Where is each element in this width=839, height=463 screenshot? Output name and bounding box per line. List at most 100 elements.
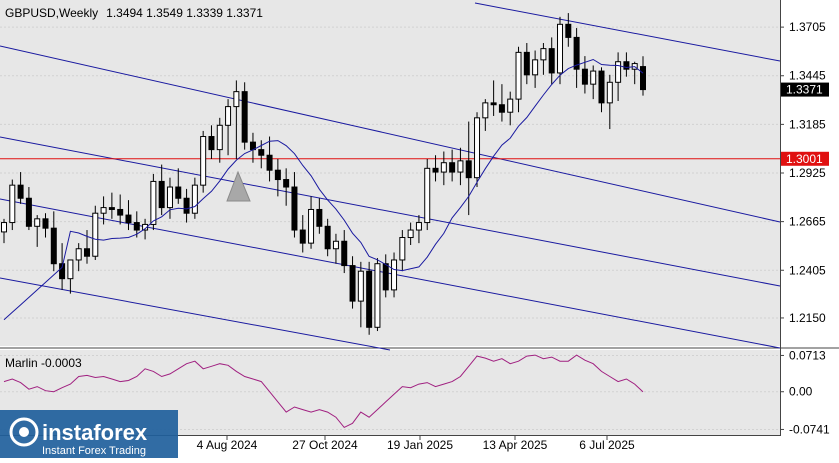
bullish-candle-body — [407, 229, 414, 239]
bullish-candle-body — [424, 167, 431, 224]
channel-line — [0, 198, 781, 349]
candle — [183, 188, 190, 223]
price-tick-label: 1.2925 — [789, 166, 826, 180]
candle — [424, 158, 431, 231]
bearish-candle-body — [548, 48, 555, 74]
candle — [532, 50, 539, 88]
candle — [341, 230, 348, 274]
logo-background — [0, 410, 178, 458]
bullish-candle-body — [216, 124, 223, 151]
time-tick-label: 27 Oct 2024 — [292, 438, 358, 452]
bearish-candle-body — [640, 66, 646, 91]
bearish-candle-body — [17, 184, 24, 199]
bearish-candle-body — [432, 167, 439, 173]
bullish-candle-body — [357, 270, 364, 302]
bearish-candle-body — [366, 270, 373, 328]
bearish-candle-body — [175, 186, 182, 199]
candle — [606, 74, 613, 130]
candle — [158, 164, 165, 216]
bullish-candle-body — [391, 259, 398, 291]
triangle-marker — [226, 170, 251, 202]
candle — [117, 194, 124, 225]
candle — [474, 112, 481, 188]
candle — [299, 215, 306, 253]
bearish-candle-body — [274, 169, 281, 181]
candle — [9, 179, 16, 231]
bearish-candle-body — [465, 160, 472, 179]
candle — [291, 172, 298, 238]
candle — [557, 16, 564, 85]
candles — [1, 13, 646, 335]
bearish-candle-body — [449, 162, 456, 173]
symbol-timeframe: GBPUSD,Weekly — [5, 6, 98, 20]
candle — [316, 198, 323, 234]
candle — [133, 211, 140, 238]
bullish-candle-body — [142, 223, 149, 231]
ohlc-values: 1.3494 1.3549 1.3339 1.3371 — [106, 6, 263, 20]
candle — [34, 215, 41, 247]
candle — [366, 261, 373, 335]
candle — [241, 82, 248, 150]
bearish-candle-body — [208, 136, 215, 151]
indicator-axis: 0.0713 0.00 -0.0741 — [780, 348, 830, 436]
logo-brand: instaforex — [42, 420, 148, 445]
candle — [540, 43, 547, 75]
bearish-candle-body — [349, 265, 356, 302]
candle — [382, 254, 389, 298]
candle — [25, 187, 32, 231]
bearish-candle-body — [573, 36, 580, 70]
bearish-candle-body — [565, 23, 572, 38]
bearish-candle-body — [291, 186, 298, 231]
bullish-candle-body — [34, 218, 41, 227]
indicator-title: Marlin -0.0003 — [5, 356, 82, 370]
candle — [200, 130, 207, 193]
bullish-candle-body — [9, 184, 16, 224]
bullish-candle-body — [225, 106, 232, 126]
bearish-candle-body — [158, 180, 165, 209]
logo-icon-core — [19, 427, 29, 437]
bullish-candle-body — [606, 81, 613, 104]
bearish-candle-body — [59, 263, 66, 280]
bearish-candle-body — [598, 70, 605, 104]
candle — [308, 196, 315, 249]
candle — [374, 258, 381, 332]
bullish-candle-body — [540, 48, 547, 61]
level-price-label-text: 1.3001 — [786, 152, 823, 166]
candle — [324, 218, 331, 257]
candle — [17, 172, 24, 204]
bullish-candle-body — [67, 259, 74, 280]
bearish-candle-body — [125, 214, 132, 224]
moving-average-line — [3, 58, 644, 321]
bullish-candle-body — [191, 184, 198, 214]
bearish-candle-body — [523, 51, 530, 76]
bullish-candle-body — [374, 263, 381, 328]
time-tick-label: 6 Jul 2025 — [579, 438, 635, 452]
time-tick-label: 19 Jan 2025 — [387, 438, 453, 452]
current-price-label-text: 1.3371 — [786, 83, 823, 97]
candle — [449, 149, 456, 182]
candle — [283, 168, 290, 206]
logo-tagline: Instant Forex Trading — [42, 445, 146, 457]
channel-line — [0, 277, 391, 351]
bullish-candle-body — [200, 136, 207, 186]
logo-icon — [9, 417, 39, 447]
candle — [266, 136, 273, 182]
candle — [274, 158, 281, 197]
price-tick-label: 1.3185 — [789, 117, 826, 131]
price-tick-label: 1.2405 — [789, 263, 826, 277]
bullish-candle-body — [415, 222, 422, 231]
candle — [440, 151, 447, 186]
candle — [465, 121, 472, 216]
time-tick-label: 13 Apr 2025 — [483, 438, 548, 452]
bullish-candle-body — [92, 212, 99, 257]
indicator-tick-label: 0.00 — [789, 385, 813, 399]
bearish-candle-body — [258, 149, 265, 156]
candle — [42, 213, 49, 238]
indicator-tick-label: -0.0741 — [789, 422, 830, 436]
bullish-candle-body — [615, 61, 622, 83]
time-axis: 4 Aug 2024 27 Oct 2024 19 Jan 2025 13 Apr 2… — [197, 436, 635, 452]
current-price-label — [781, 82, 829, 97]
bearish-candle-body — [83, 248, 90, 257]
bearish-candle-body — [241, 91, 248, 143]
